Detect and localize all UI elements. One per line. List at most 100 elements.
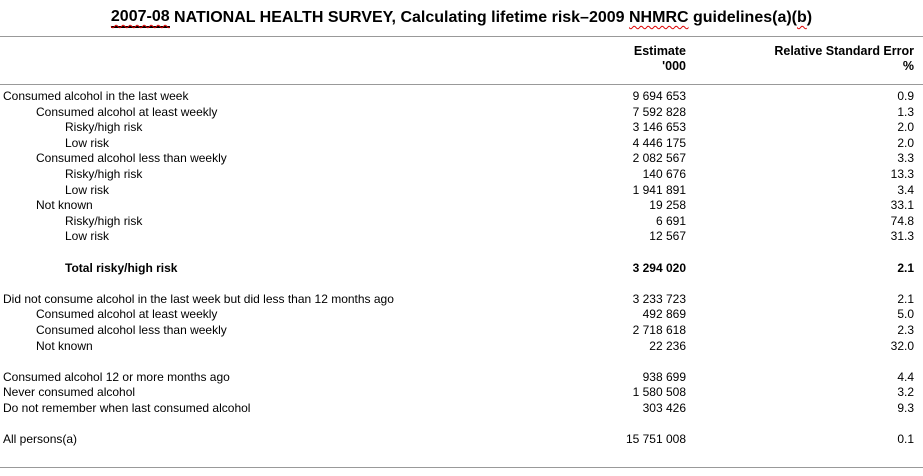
row-label: Consumed alcohol at least weekly	[36, 104, 218, 119]
title-segment: )	[806, 9, 813, 26]
table-row: Consumed alcohol at least weekly 492 869 5…	[0, 307, 914, 323]
rse-value: 2.1	[897, 291, 914, 306]
row-label: Do not remember when last consumed alcoh…	[3, 400, 251, 415]
table-body: Consumed alcohol in the last week 9 694 6…	[0, 89, 923, 448]
row-label: Risky/high risk	[65, 120, 143, 135]
estimate-value: 938 699	[642, 369, 686, 384]
title-segment: b	[797, 9, 807, 26]
row-label: Not known	[36, 338, 93, 353]
rse-header-label: Relative Standard Error	[774, 44, 914, 58]
table-row: Do not remember when last consumed alcoh…	[0, 401, 914, 417]
rse-value: 33.1	[890, 198, 914, 213]
estimate-value: 19 258	[649, 198, 686, 213]
table-row: Consumed alcohol less than weekly 2 718 6…	[0, 323, 914, 339]
title-segment: 2007-08	[110, 8, 170, 28]
row-label: Consumed alcohol 12 or more months ago	[3, 369, 230, 384]
spacer-row	[0, 276, 914, 292]
bottom-rule	[0, 467, 923, 468]
spacer-row	[0, 245, 914, 261]
rse-column-header: Relative Standard Error %	[686, 44, 914, 74]
estimate-value: 1 941 891	[632, 182, 686, 197]
row-label: Risky/high risk	[65, 166, 143, 181]
estimate-value: 22 236	[649, 338, 686, 353]
estimate-value: 3 294 020	[632, 260, 686, 275]
table-row: Low risk 1 941 891 3.4	[0, 183, 914, 199]
row-label: Consumed alcohol less than weekly	[36, 151, 227, 166]
rse-value: 3.2	[897, 385, 914, 400]
top-rule	[0, 36, 923, 37]
table-row: All persons(a) 15 751 008 0.1	[0, 432, 914, 448]
title-segment: guidelines(a)(	[688, 9, 797, 26]
estimate-column-header: Estimate '000	[516, 44, 686, 74]
rse-value: 9.3	[897, 400, 914, 415]
estimate-value: 9 694 653	[632, 89, 686, 103]
row-label: Consumed alcohol in the last week	[3, 89, 189, 103]
table-row: Consumed alcohol less than weekly 2 082 5…	[0, 151, 914, 167]
estimate-value: 2 082 567	[632, 151, 686, 166]
table-row: Low risk 4 446 175 2.0	[0, 136, 914, 152]
row-label: Risky/high risk	[65, 213, 143, 228]
estimate-value: 3 146 653	[632, 120, 686, 135]
table-row: Consumed alcohol 12 or more months ago 93…	[0, 370, 914, 386]
table-row: Not known 22 236 32.0	[0, 339, 914, 355]
row-label: All persons(a)	[3, 432, 78, 447]
row-label: Low risk	[65, 182, 110, 197]
stub-header	[3, 44, 516, 74]
rse-header-unit: %	[902, 59, 914, 73]
table-row: Risky/high risk 3 146 653 2.0	[0, 120, 914, 136]
estimate-value: 15 751 008	[625, 432, 686, 447]
rse-value: 3.4	[897, 182, 914, 197]
estimate-header-label: Estimate	[633, 44, 686, 58]
rse-value: 0.9	[897, 89, 914, 103]
title-segment: NHMRC	[629, 9, 689, 26]
table-row: Low risk 12 567 31.3	[0, 229, 914, 245]
rse-value: 2.0	[897, 135, 914, 150]
header-rule	[0, 84, 923, 85]
rse-value: 1.3	[897, 104, 914, 119]
row-label: Consumed alcohol less than weekly	[36, 322, 227, 337]
table-row: Total risky/high risk 3 294 020 2.1	[0, 261, 914, 277]
estimate-value: 7 592 828	[632, 104, 686, 119]
page-title: 2007-08 NATIONAL HEALTH SURVEY, Calculat…	[0, 0, 923, 36]
rse-value: 4.4	[897, 369, 914, 384]
table-row: Consumed alcohol at least weekly 7 592 82…	[0, 105, 914, 121]
rse-value: 5.0	[897, 307, 914, 322]
row-label: Low risk	[65, 229, 110, 244]
estimate-value: 4 446 175	[632, 135, 686, 150]
estimate-value: 1 580 508	[632, 385, 686, 400]
rse-value: 3.3	[897, 151, 914, 166]
table-row: Risky/high risk 6 691 74.8	[0, 214, 914, 230]
rse-value: 2.0	[897, 120, 914, 135]
rse-value: 2.1	[897, 260, 914, 275]
spacer-row	[0, 416, 914, 432]
row-label: Not known	[36, 198, 93, 213]
estimate-value: 12 567	[649, 229, 686, 244]
estimate-value: 303 426	[642, 400, 686, 415]
column-headers: Estimate '000 Relative Standard Error %	[0, 42, 923, 74]
rse-value: 0.1	[897, 432, 914, 447]
spacer-row	[0, 354, 914, 370]
table-row: Never consumed alcohol 1 580 508 3.2	[0, 385, 914, 401]
estimate-value: 492 869	[642, 307, 686, 322]
rse-value: 2.3	[897, 322, 914, 337]
row-label: Never consumed alcohol	[3, 385, 136, 400]
table-row: Did not consume alcohol in the last week…	[0, 292, 914, 308]
row-label: Low risk	[65, 135, 110, 150]
table-row: Not known 19 258 33.1	[0, 198, 914, 214]
rse-value: 32.0	[890, 338, 914, 353]
estimate-value: 140 676	[642, 166, 686, 181]
estimate-value: 6 691	[655, 213, 686, 228]
title-segment: NATIONAL HEALTH SURVEY, Calculating life…	[169, 9, 629, 26]
estimate-value: 3 233 723	[632, 291, 686, 306]
rse-value: 13.3	[890, 166, 914, 181]
estimate-value: 2 718 618	[632, 322, 686, 337]
table-row: Risky/high risk 140 676 13.3	[0, 167, 914, 183]
rse-value: 74.8	[890, 213, 914, 228]
table-row: Consumed alcohol in the last week 9 694 6…	[0, 89, 914, 105]
row-label: Consumed alcohol at least weekly	[36, 307, 218, 322]
row-label: Total risky/high risk	[65, 260, 178, 275]
row-label: Did not consume alcohol in the last week…	[3, 291, 394, 306]
rse-value: 31.3	[890, 229, 914, 244]
estimate-header-unit: '000	[662, 59, 686, 73]
